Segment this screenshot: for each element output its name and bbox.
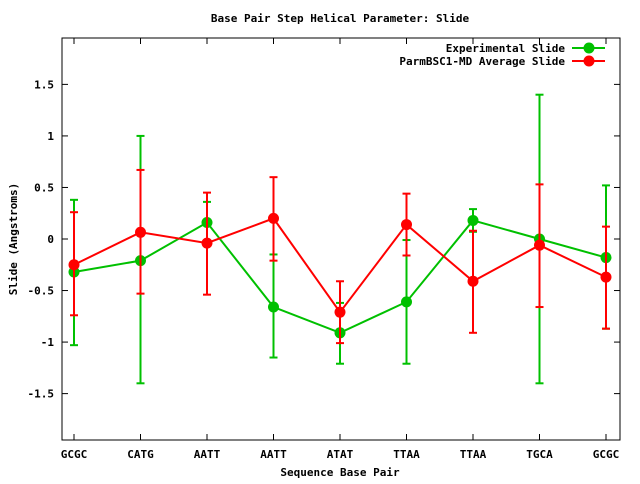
- data-point: [401, 219, 412, 231]
- data-point: [68, 259, 80, 271]
- legend-label: Experimental Slide: [446, 42, 566, 55]
- y-tick-label: -0.5: [28, 285, 55, 298]
- x-tick-label: AATT: [194, 448, 221, 461]
- x-tick-label: TTAA: [393, 448, 420, 461]
- y-tick-label: 0.5: [34, 181, 54, 194]
- data-point: [467, 214, 479, 226]
- data-point: [401, 296, 412, 308]
- y-tick-label: -1: [41, 336, 55, 349]
- x-tick-label: TGCA: [526, 448, 553, 461]
- x-tick-label: GCGC: [593, 448, 620, 461]
- y-tick-label: 1: [47, 130, 54, 143]
- data-point: [600, 271, 612, 283]
- data-point: [268, 212, 279, 224]
- data-point: [534, 239, 545, 251]
- y-axis-label: Slide (Angstroms): [7, 183, 20, 296]
- x-axis-label: Sequence Base Pair: [280, 466, 400, 479]
- data-point: [135, 226, 146, 238]
- plot-frame: [61, 37, 621, 441]
- x-tick-label: AATT: [260, 448, 287, 461]
- legend-label: ParmBSC1-MD Average Slide: [399, 55, 565, 68]
- series-1: [68, 168, 612, 345]
- x-tick-label: CATG: [127, 448, 154, 461]
- chart-title: Base Pair Step Helical Parameter: Slide: [211, 12, 470, 25]
- y-tick-label: 1.5: [34, 78, 54, 91]
- x-tick-label: GCGC: [61, 448, 88, 461]
- data-point: [467, 275, 479, 287]
- x-tick-label: ATAT: [327, 448, 354, 461]
- y-tick-label: -1.5: [28, 388, 55, 401]
- data-point: [268, 301, 279, 313]
- y-tick-label: 0: [47, 233, 54, 246]
- legend-marker: [583, 55, 595, 67]
- data-point: [201, 237, 213, 249]
- data-point: [334, 306, 346, 318]
- legend-marker: [583, 42, 595, 54]
- x-tick-label: TTAA: [460, 448, 487, 461]
